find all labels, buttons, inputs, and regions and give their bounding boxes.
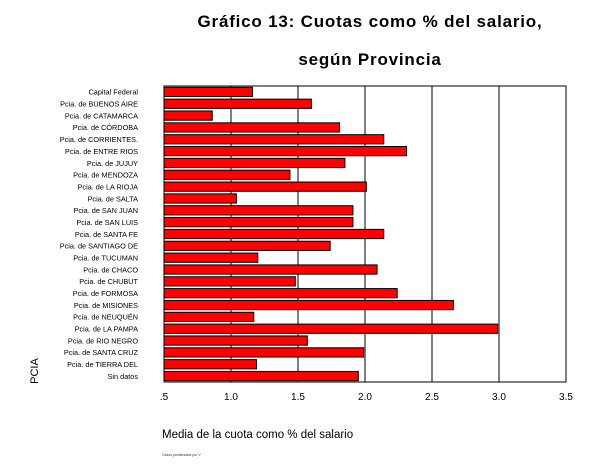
bar bbox=[163, 157, 346, 169]
category-label: Pcia. de CHUBUT bbox=[79, 277, 138, 286]
category-label: Pcia. de SANTA FE bbox=[75, 230, 138, 239]
category-label: Pcia. de CORRIENTES. bbox=[60, 135, 138, 144]
x-tick-label: 1.0 bbox=[224, 392, 238, 403]
category-label: Pcia. de TUCUMAN bbox=[73, 253, 138, 262]
x-tick-label: .5 bbox=[160, 392, 169, 403]
bar bbox=[163, 288, 398, 299]
bar bbox=[163, 228, 385, 240]
plot-frame bbox=[163, 85, 567, 383]
x-tick-label: 1.5 bbox=[291, 392, 305, 403]
category-label: Pcia. de ENTRE RIOS bbox=[65, 147, 138, 156]
chart-title-line-2: según Provincia bbox=[298, 50, 442, 69]
category-label: Pcia. de CATAMARCA bbox=[65, 111, 138, 120]
bar bbox=[163, 323, 499, 334]
category-label: Pcia. de TIERRA DEL bbox=[67, 360, 138, 369]
bar bbox=[163, 98, 312, 109]
bar bbox=[163, 311, 255, 322]
category-label: Sin datos bbox=[108, 372, 139, 381]
category-label: Pcia. de MISIONES bbox=[74, 301, 138, 310]
category-label: Pcia. de NEUQUÉN bbox=[73, 313, 138, 322]
category-label: Pcia. de SANTIAGO DE bbox=[60, 242, 138, 251]
chart-title-line-1: Gráfico 13: Cuotas como % del salario, bbox=[197, 12, 543, 31]
x-tick-label: 3.5 bbox=[559, 392, 573, 403]
x-tick-label: 2.5 bbox=[425, 392, 439, 403]
bar bbox=[163, 205, 354, 216]
bar bbox=[163, 359, 257, 370]
category-label: Pcia. de SAN LUIS bbox=[76, 218, 138, 227]
category-label: Pcia. de LA PAMPA bbox=[75, 325, 139, 334]
x-tick-label: 3.0 bbox=[492, 392, 506, 403]
bar bbox=[163, 193, 237, 204]
category-label: Capital Federal bbox=[89, 88, 139, 97]
category-label: Pcia. de CHACO bbox=[83, 265, 138, 274]
bar bbox=[163, 370, 359, 382]
bar bbox=[163, 252, 259, 263]
bar bbox=[163, 110, 213, 121]
category-label: Pcia. de SALTA bbox=[88, 194, 139, 203]
bar bbox=[163, 264, 378, 275]
bar bbox=[163, 86, 253, 98]
bar bbox=[163, 240, 331, 251]
bar bbox=[163, 181, 367, 192]
bar bbox=[163, 146, 408, 157]
category-label: Pcia. de LA RIOJA bbox=[78, 182, 139, 191]
x-tick-labels: .5 1.0 1.5 2.0 2.5 3.0 3.5 bbox=[160, 392, 574, 403]
footnote: Casos ponderados por V bbox=[162, 453, 201, 457]
category-labels: Capital Federal Pcia. de BUENOS AIRE Pcia.… bbox=[60, 88, 139, 381]
category-label: Pcia. de BUENOS AIRE bbox=[60, 100, 138, 109]
bar bbox=[163, 276, 296, 287]
category-label: Pcia. de CÓRDOBA bbox=[73, 123, 138, 132]
bars bbox=[163, 86, 499, 382]
bar bbox=[163, 335, 308, 346]
category-label: Pcia. de RIO NEGRO bbox=[68, 336, 138, 345]
bar bbox=[163, 299, 454, 311]
x-axis-label: Media de la cuota como % del salario bbox=[162, 429, 353, 441]
bar bbox=[163, 122, 341, 133]
category-label: Pcia. de SAN JUAN bbox=[74, 206, 138, 215]
bar bbox=[163, 347, 365, 358]
bar bbox=[163, 217, 354, 228]
bar bbox=[163, 134, 385, 145]
category-label: Pcia. de SANTA CRUZ bbox=[64, 348, 139, 357]
y-axis-label: PCIA bbox=[29, 358, 41, 384]
x-tick-label: 2.0 bbox=[358, 392, 372, 403]
category-label: Pcia. de FORMOSA bbox=[73, 289, 138, 298]
category-label: Pcia. de JUJUY bbox=[87, 159, 138, 168]
bar bbox=[163, 169, 291, 180]
category-label: Pcia. de MENDOZA bbox=[73, 171, 138, 180]
